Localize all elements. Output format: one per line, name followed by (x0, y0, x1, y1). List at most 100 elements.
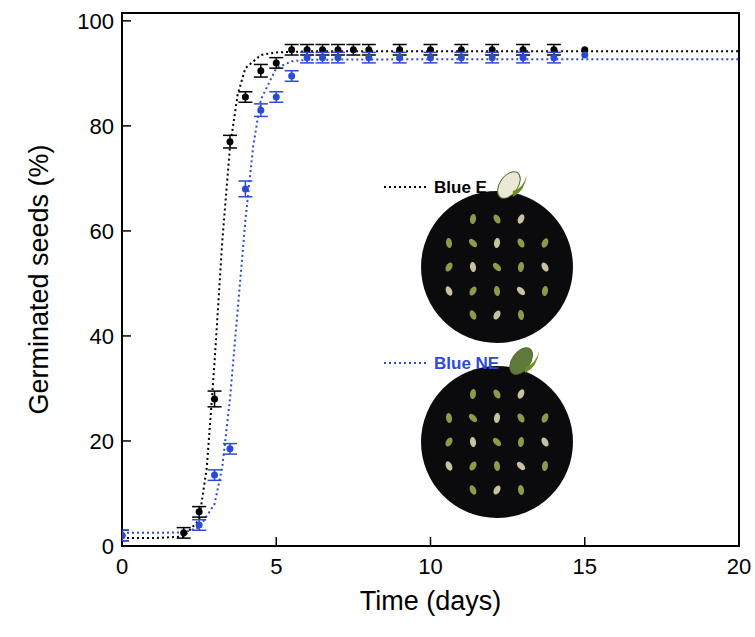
error-cap (269, 102, 283, 104)
error-cap (346, 54, 360, 56)
data-point (365, 54, 372, 61)
error-cap (223, 147, 237, 149)
photo-seed (492, 309, 502, 321)
y-tick (122, 125, 131, 127)
x-tick-label: 15 (573, 554, 597, 579)
x-tick (584, 537, 586, 546)
error-cap (122, 540, 129, 542)
photo-seed (469, 262, 476, 273)
data-point (257, 107, 264, 114)
y-tick-label: 40 (90, 324, 114, 349)
error-cap (177, 537, 191, 539)
data-point (288, 73, 295, 80)
legend-label: Blue E (434, 178, 487, 197)
error-cap (316, 52, 330, 54)
error-cap (238, 91, 252, 93)
error-cap (269, 57, 283, 59)
data-point (520, 54, 527, 61)
y-tick-label: 0 (102, 534, 114, 559)
photo-seed (541, 286, 548, 297)
photo-seed (517, 310, 524, 321)
error-cap (254, 76, 268, 78)
error-cap (122, 529, 129, 531)
photo-seed (468, 309, 478, 321)
error-cap (285, 54, 299, 56)
data-point (196, 508, 203, 515)
photo-disc (421, 366, 573, 518)
error-cap (122, 529, 129, 531)
error-cap (238, 180, 252, 182)
legend-swatch (384, 186, 428, 188)
error-cap (547, 44, 561, 46)
y-tick (122, 440, 131, 442)
error-cap (192, 529, 206, 531)
data-point (242, 185, 249, 192)
data-point (122, 532, 126, 539)
photo-seed (517, 262, 524, 273)
y-tick (122, 230, 131, 232)
x-tick-label: 10 (418, 554, 442, 579)
error-cap (269, 91, 283, 93)
photo-seed (516, 412, 526, 424)
photo-seed (493, 286, 500, 297)
inset-photo (421, 366, 573, 518)
error-cap (192, 519, 206, 521)
photo-seed (491, 436, 502, 447)
error-cap (393, 44, 407, 46)
y-tick-label: 100 (77, 9, 114, 34)
error-cap (516, 52, 530, 54)
data-point (273, 94, 280, 101)
error-cap (208, 406, 222, 408)
data-point (180, 529, 187, 536)
error-cap (331, 44, 345, 46)
photo-seed (469, 214, 476, 225)
legend-entry: Blue E (384, 168, 527, 203)
error-cap (192, 506, 206, 508)
data-point (211, 395, 218, 402)
error-cap (316, 44, 330, 46)
error-cap (238, 102, 252, 104)
data-point (458, 54, 465, 61)
error-cap (254, 64, 268, 66)
x-tick (276, 537, 278, 546)
photo-seed (493, 461, 500, 472)
photo-seed (468, 484, 478, 496)
error-cap (300, 44, 314, 46)
data-point (489, 54, 496, 61)
photo-seed (467, 412, 478, 423)
error-cap (362, 44, 376, 46)
corn-icon (505, 344, 537, 379)
error-cap (454, 44, 468, 46)
corn-icon (493, 168, 525, 203)
photo-seed (492, 213, 502, 225)
data-group (122, 45, 739, 541)
error-cap (285, 81, 299, 83)
error-cap (346, 44, 360, 46)
error-cap (285, 70, 299, 72)
error-cap (285, 44, 299, 46)
photo-seed (444, 460, 454, 472)
data-point (257, 67, 264, 74)
error-cap (208, 390, 222, 392)
data-point (350, 46, 357, 53)
x-tick-label: 5 (270, 554, 282, 579)
data-point (334, 54, 341, 61)
y-axis-title: Germinated seeds (%) (24, 144, 54, 414)
data-point (304, 54, 311, 61)
error-cap (516, 44, 530, 46)
error-cap (223, 135, 237, 137)
error-cap (208, 480, 222, 482)
error-cap (516, 62, 530, 64)
data-point (273, 59, 280, 66)
error-cap (393, 52, 407, 54)
photo-seed (541, 461, 548, 472)
photo-seed (517, 485, 524, 496)
legend-label: Blue NE (434, 354, 499, 373)
x-tick-label: 20 (727, 554, 751, 579)
error-cap (223, 453, 237, 455)
error-cap (254, 116, 268, 118)
error-cap (316, 62, 330, 64)
fit-curve (122, 51, 739, 538)
y-tick-label: 60 (90, 219, 114, 244)
error-cap (485, 52, 499, 54)
